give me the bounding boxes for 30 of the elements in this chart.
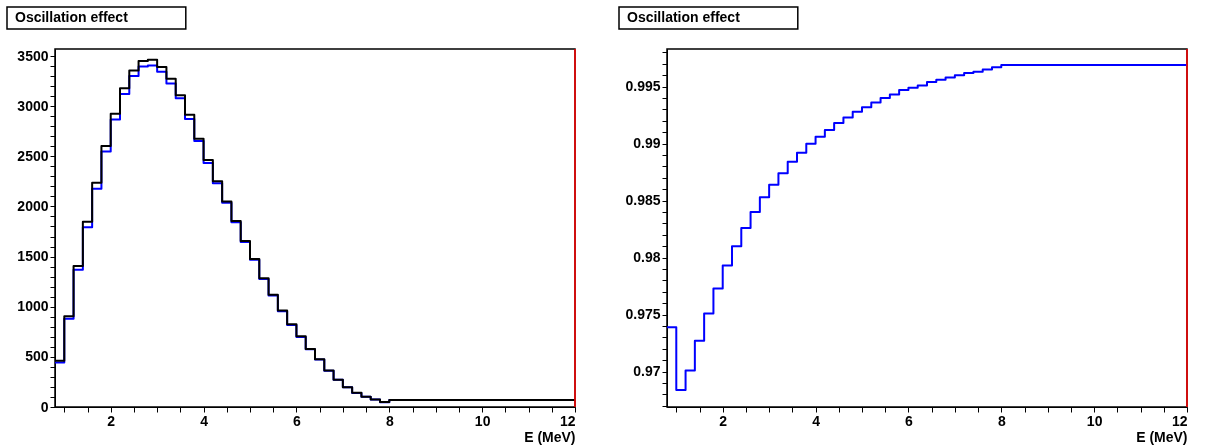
x-axis-title: E (MeV): [1136, 428, 1188, 445]
x-tick-label: 6: [293, 412, 302, 429]
x-tick-label: 10: [474, 412, 491, 429]
y-tick-label: 0.98: [633, 249, 661, 266]
y-tick-label: 0.985: [625, 192, 661, 209]
x-tick-label: 8: [385, 412, 394, 429]
y-tick-label: 3000: [17, 97, 49, 114]
x-tick-label: 2: [107, 412, 116, 429]
x-tick-label: 4: [200, 412, 209, 429]
y-tick-label: 2500: [17, 147, 49, 164]
x-tick-label: 10: [1086, 412, 1103, 429]
x-tick-label: 2: [719, 412, 728, 429]
y-tick-label: 0.99: [633, 135, 661, 152]
y-tick-label: 0.97: [633, 363, 661, 380]
chart-title: Oscillation effect: [627, 9, 741, 25]
x-tick-label: 12: [559, 412, 576, 429]
x-tick-label: 12: [1171, 412, 1188, 429]
x-tick-label: 4: [812, 412, 821, 429]
y-tick-label: 0: [40, 398, 49, 415]
y-tick-label: 1000: [17, 298, 49, 315]
x-tick-label: 8: [997, 412, 1006, 429]
chart-title: Oscillation effect: [15, 9, 129, 25]
y-tick-label: 500: [25, 348, 49, 365]
y-tick-label: 0.975: [625, 306, 661, 323]
y-tick-label: 1500: [17, 248, 49, 265]
y-tick-label: 3500: [17, 47, 49, 64]
y-tick-label: 2000: [17, 197, 49, 214]
x-tick-label: 6: [905, 412, 914, 429]
y-tick-label: 0.995: [625, 78, 661, 95]
x-axis-title: E (MeV): [524, 428, 576, 445]
